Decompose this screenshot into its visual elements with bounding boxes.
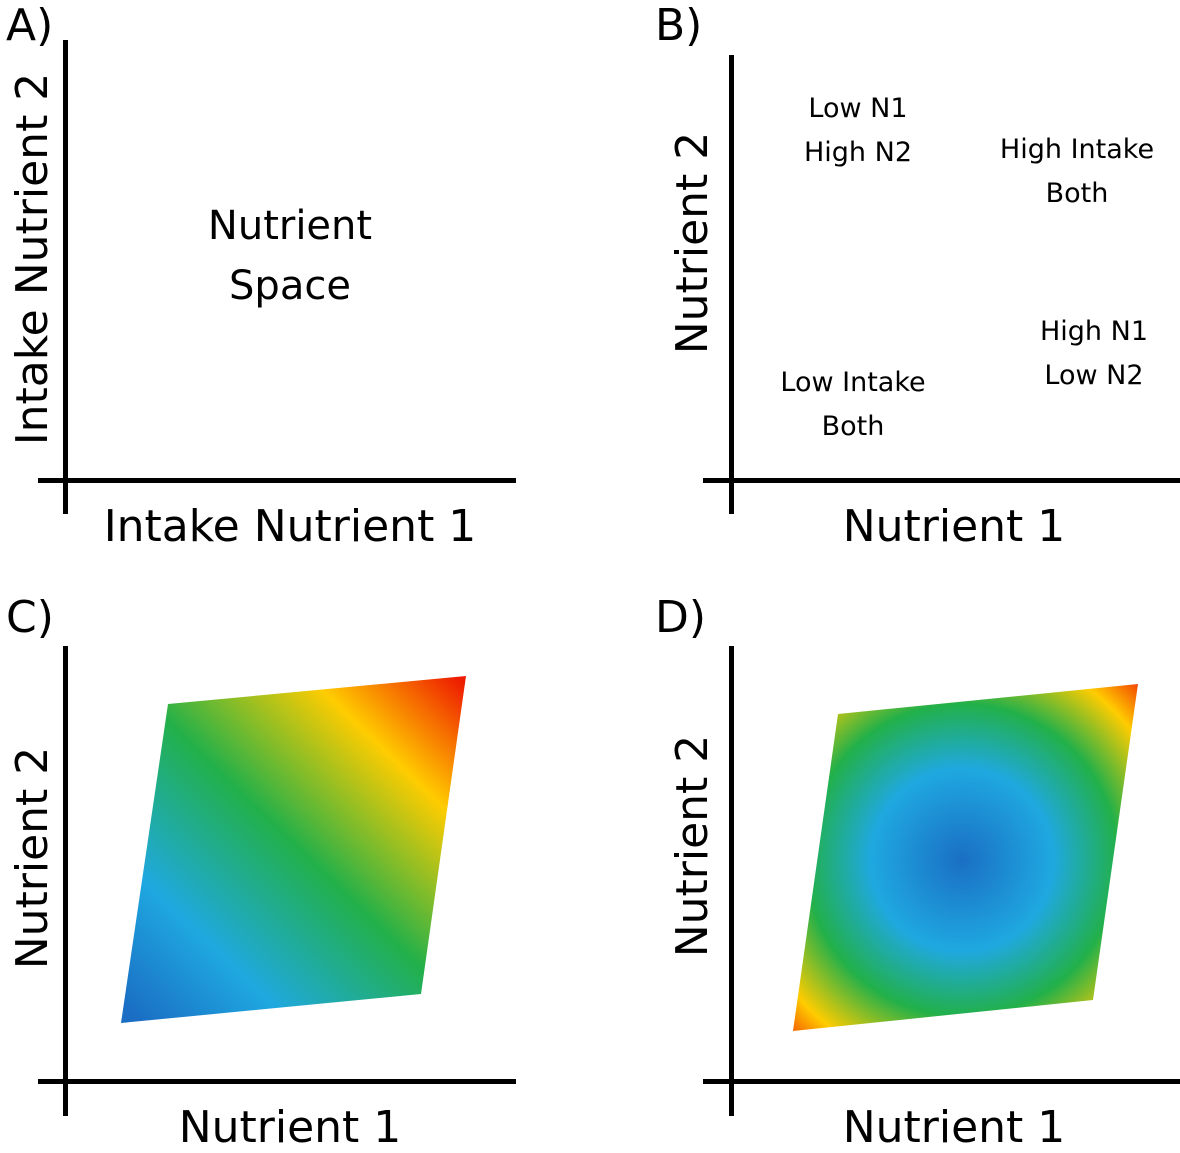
- x-axis-c: [38, 1079, 516, 1084]
- x-axis-label-c: Nutrient 1: [178, 1102, 402, 1153]
- surface-c: [121, 676, 466, 1023]
- x-axis-label-d: Nutrient 1: [842, 1102, 1066, 1153]
- region-label-line: Low N2: [1044, 360, 1144, 391]
- y-axis-c: [63, 646, 68, 1116]
- panel-letter-b: B): [655, 0, 703, 51]
- x-axis-b: [703, 478, 1180, 483]
- nutrient-space-line-1: Nutrient: [207, 203, 373, 249]
- x-axis-d: [703, 1079, 1180, 1084]
- nutrient-space-label: Nutrient Space: [208, 196, 372, 316]
- panel-letter-d: D): [655, 592, 707, 643]
- region-label-line: High Intake: [999, 134, 1155, 165]
- y-axis-b: [729, 55, 734, 514]
- x-axis-label-b: Nutrient 1: [842, 501, 1066, 552]
- region-label-line: Both: [821, 411, 885, 442]
- region-label-line: High N2: [803, 137, 913, 168]
- x-axis-a: [38, 478, 516, 483]
- region-label-line: Low N1: [808, 93, 908, 124]
- region-low-both: Low Intake Both: [780, 361, 925, 449]
- y-axis-a: [63, 40, 68, 514]
- panel-letter-c: C): [6, 592, 54, 643]
- y-axis-d: [729, 646, 734, 1116]
- region-high-n1-low-n2: High N1 Low N2: [1040, 310, 1148, 398]
- panel-letter-a: A): [6, 0, 54, 51]
- region-label-line: High N1: [1039, 316, 1149, 347]
- region-label-line: Both: [1045, 178, 1109, 209]
- region-low-n1-high-n2: Low N1 High N2: [804, 87, 912, 175]
- nutrient-space-line-2: Space: [229, 263, 351, 309]
- region-label-line: Low Intake: [780, 367, 926, 398]
- surface-d: [793, 684, 1138, 1031]
- x-axis-label-a: Intake Nutrient 1: [103, 501, 477, 552]
- region-high-both: High Intake Both: [1000, 128, 1154, 216]
